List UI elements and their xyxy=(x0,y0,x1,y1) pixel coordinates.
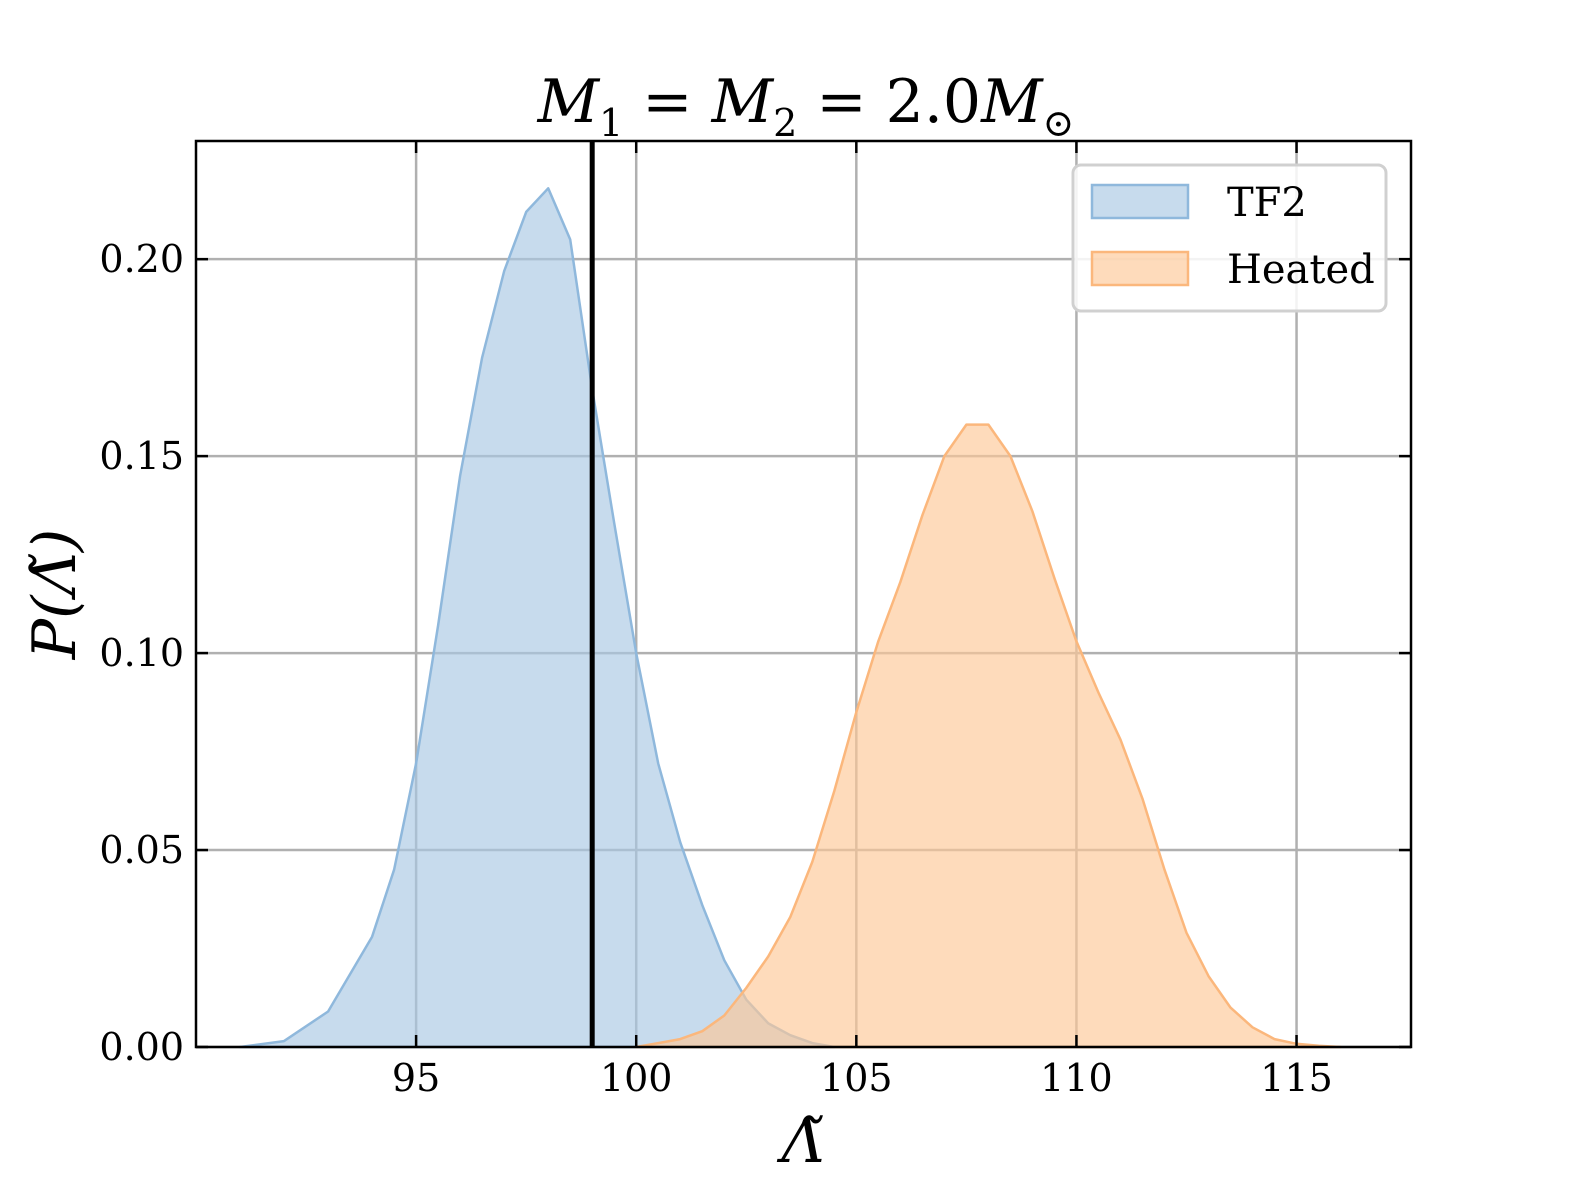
x-tick-label-4: 115 xyxy=(1260,1056,1333,1100)
x-tick-label-3: 110 xyxy=(1040,1056,1113,1100)
y-tick-label-1: 0.05 xyxy=(99,828,184,872)
y-tick-label-3: 0.15 xyxy=(99,434,184,478)
legend-swatch-tf2 xyxy=(1090,183,1190,220)
plot-area: 95 100 105 110 115 0.00 0.05 0.10 0.15 0.20 xyxy=(99,139,1413,1100)
y-axis-label: P(Λ̃) xyxy=(20,529,90,661)
legend-label-heated: Heated xyxy=(1227,247,1375,293)
y-tick-label-4: 0.20 xyxy=(99,237,184,281)
legend-label-tf2: TF2 xyxy=(1227,180,1307,226)
x-tick-label-0: 95 xyxy=(392,1056,440,1100)
axes-frame xyxy=(194,139,1413,1049)
series-area-heated xyxy=(634,423,1342,1049)
legend-swatch-heated xyxy=(1090,250,1190,287)
legend: TF2 Heated xyxy=(1071,163,1388,313)
x-tick-label-1: 100 xyxy=(600,1056,673,1100)
x-axis-label: Λ̃ xyxy=(776,1107,824,1177)
y-tick-label-2: 0.10 xyxy=(99,631,184,675)
x-tick-label-2: 105 xyxy=(820,1056,893,1100)
series-area-tf2 xyxy=(238,187,836,1049)
chart-title: M1 = M2 = 2.0M⊙ xyxy=(537,67,1075,145)
y-tick-label-0: 0.00 xyxy=(99,1025,184,1069)
